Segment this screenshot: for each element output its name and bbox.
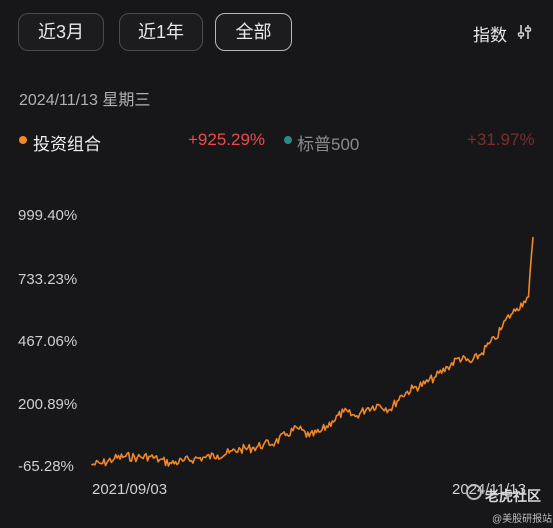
data-point — [494, 338, 497, 340]
data-point — [500, 328, 502, 331]
data-point — [469, 361, 472, 364]
data-point — [113, 457, 116, 460]
data-point — [158, 459, 161, 461]
y-tick-label: 733.23% — [18, 271, 78, 288]
selected-date: 2024/11/13 星期三 — [19, 92, 151, 109]
data-point — [331, 420, 334, 422]
data-point — [228, 452, 230, 454]
legend-benchmark-value: +31.97% — [467, 130, 535, 149]
data-point — [148, 455, 150, 458]
data-point — [181, 460, 184, 462]
watermark-handle: @美股研报站 — [492, 514, 553, 525]
data-point — [435, 375, 437, 378]
data-point — [400, 394, 403, 397]
data-point — [204, 456, 207, 459]
data-point — [193, 457, 196, 460]
data-point — [412, 387, 415, 390]
data-point — [523, 300, 525, 303]
legend-benchmark-label: 标普500 — [297, 135, 360, 154]
data-point — [389, 408, 392, 411]
data-point — [511, 312, 514, 314]
data-point — [516, 307, 518, 310]
y-tick-label: 467.06% — [18, 333, 78, 350]
tab-1-year[interactable]: 近1年 — [119, 13, 203, 51]
index-selector-label: 指数 — [473, 26, 507, 45]
data-point — [354, 415, 357, 418]
data-point — [458, 356, 460, 359]
y-tick-label: -65.28% — [18, 458, 74, 475]
data-point — [262, 443, 265, 446]
data-point — [170, 462, 173, 465]
data-point — [216, 454, 219, 457]
data-point — [136, 456, 139, 459]
data-point — [239, 448, 242, 451]
legend-portfolio-value: +925.29% — [188, 130, 266, 149]
y-tick-label: 999.40% — [18, 207, 78, 224]
data-point — [274, 441, 277, 444]
tab-all[interactable]: 全部 — [215, 13, 292, 51]
legend-benchmark-dot — [284, 136, 292, 144]
data-point — [251, 447, 253, 449]
data-point — [296, 427, 299, 430]
data-point — [527, 295, 530, 298]
y-tick-label: 200.89% — [18, 396, 78, 413]
watermark-brand: 老虎社区 — [485, 488, 541, 504]
data-point — [366, 407, 368, 410]
data-point — [124, 455, 127, 458]
index-selector[interactable]: 指数 — [473, 21, 532, 46]
data-point — [377, 403, 380, 406]
tiger-logo-icon — [466, 484, 482, 500]
data-point — [308, 435, 311, 438]
data-point — [91, 463, 93, 466]
data-point — [101, 462, 104, 465]
data-point — [424, 382, 426, 385]
data-point — [488, 342, 491, 345]
data-point — [319, 430, 322, 433]
tab-3-months[interactable]: 近3月 — [18, 13, 104, 51]
data-point — [481, 352, 483, 354]
data-point — [504, 319, 507, 322]
series-line-portfolio — [91, 237, 534, 467]
legend-portfolio-dot — [19, 136, 27, 144]
sliders-icon — [517, 25, 532, 39]
x-tick-label: 2021/09/03 — [92, 481, 168, 498]
data-point — [286, 433, 288, 435]
data-point — [446, 366, 449, 368]
data-point — [532, 236, 534, 239]
legend-portfolio-label: 投资组合 — [33, 135, 101, 154]
data-point — [342, 411, 345, 413]
